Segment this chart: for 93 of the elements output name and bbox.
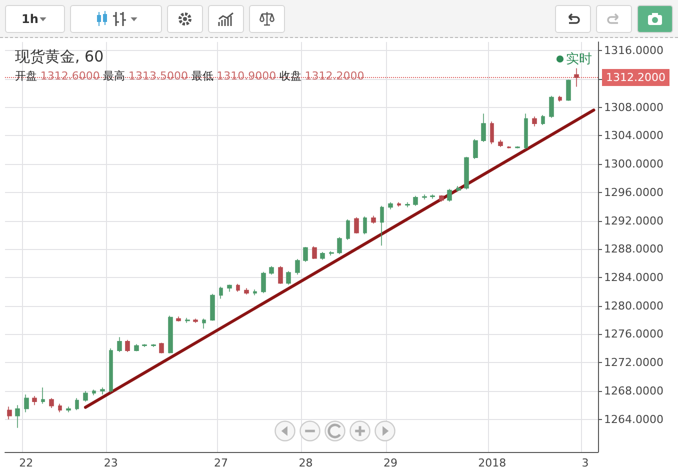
- candlestick: [92, 389, 96, 396]
- y-tick-label: 1304.0000: [604, 129, 664, 142]
- candlestick: [176, 316, 181, 322]
- candlestick: [125, 340, 130, 352]
- candlestick: [337, 236, 342, 254]
- candlestick: [430, 194, 435, 200]
- candlestick: [515, 146, 520, 149]
- candlestick: [464, 156, 469, 190]
- candlestick: [58, 403, 62, 413]
- text: 开盘 1312.6000 最高 1313.5000 最低 1310.9000 收盘 1312.2000: [15, 70, 364, 82]
- candlestick: [100, 387, 105, 395]
- candlestick: [439, 194, 444, 202]
- candlestick: [24, 394, 29, 413]
- candlestick: [558, 96, 562, 102]
- candlestick: [363, 216, 367, 235]
- candlestick: [261, 271, 266, 294]
- y-tick-label: 1288.0000: [604, 242, 664, 256]
- candlestick: [329, 250, 334, 256]
- candlestick: [109, 348, 113, 393]
- candlestick: [490, 121, 494, 145]
- candlestick: [193, 318, 198, 324]
- y-tick-label: 1272.0000: [604, 356, 664, 370]
- candlestick: [66, 406, 71, 413]
- candlestick: [244, 288, 249, 295]
- candlestick: [41, 387, 45, 404]
- y-tick-label: 1284.0000: [604, 271, 664, 284]
- candlestick: [134, 344, 139, 352]
- y-tick-label: 1292.0000: [604, 214, 664, 228]
- candlestick: [541, 114, 545, 126]
- y-tick-label: 1300.0000: [604, 158, 664, 171]
- x-tick-label: 2018: [478, 456, 506, 469]
- candlestick: [320, 252, 325, 260]
- candlestick: [413, 196, 418, 206]
- candlestick: [532, 116, 537, 127]
- candlestick: [498, 139, 503, 148]
- candlestick: [227, 284, 232, 292]
- candlestick: [49, 398, 54, 408]
- y-tick-label: 1316.0000: [604, 44, 664, 58]
- candlestick: [447, 188, 452, 202]
- chart-title: 现货黄金, 60: [15, 48, 104, 66]
- candlestick: [269, 266, 274, 276]
- candlestick: [303, 246, 308, 262]
- candlestick: [15, 404, 20, 428]
- x-tick-label: 23: [104, 456, 118, 469]
- candlestick: [507, 146, 511, 149]
- candlestick: [388, 202, 393, 210]
- ref-line-label: 1312.2000: [606, 70, 666, 84]
- y-tick-label: 1308.0000: [604, 100, 664, 114]
- candlestick: [253, 289, 257, 296]
- candlestick: [312, 246, 317, 260]
- candlestick: [75, 398, 79, 411]
- candlestick: [278, 266, 283, 284]
- candlestick: [185, 318, 190, 324]
- candlestick: [524, 113, 528, 150]
- x-tick-label: 3: [582, 456, 589, 469]
- x-tick-label: 27: [214, 456, 228, 469]
- annotation: 实时: [566, 51, 592, 68]
- candlestick: [142, 344, 147, 348]
- candlestick: [83, 390, 88, 402]
- candlestick: [566, 79, 571, 102]
- candlestick: [473, 138, 478, 160]
- candlestick: [202, 318, 206, 329]
- candlestick: [117, 336, 122, 352]
- y-tick-label: 1296.0000: [604, 186, 664, 199]
- candlestick: [7, 406, 12, 420]
- y-tick-label: 1268.0000: [604, 384, 664, 398]
- x-tick-label: 29: [383, 456, 398, 469]
- candlestick: [371, 215, 376, 224]
- candlestick: [32, 396, 37, 406]
- candlestick: [236, 283, 240, 292]
- candlestick: [422, 194, 427, 200]
- y-tick-label: 1280.0000: [604, 299, 664, 312]
- candlestick: [159, 342, 164, 354]
- candlestick: [481, 113, 486, 142]
- candlestick: [405, 202, 410, 208]
- candlestick: [380, 205, 384, 246]
- candlestick: [151, 344, 156, 348]
- candlestick: [397, 202, 401, 207]
- text: 1h: [22, 12, 38, 26]
- y-tick-label: 1276.0000: [604, 328, 664, 341]
- candlestick: [168, 315, 173, 354]
- candlestick: [354, 216, 359, 234]
- candlestick: [456, 186, 461, 192]
- candlestick: [210, 293, 215, 322]
- candlestick: [574, 68, 579, 88]
- x-tick-label: 22: [19, 456, 34, 469]
- x-tick-label: 28: [298, 456, 313, 469]
- candlestick: [219, 286, 223, 300]
- candlestick: [295, 258, 300, 276]
- y-tick-label: 1264.0000: [604, 412, 664, 426]
- candlestick: [346, 218, 350, 240]
- candlestick: [286, 270, 291, 285]
- candlestick: [549, 96, 554, 118]
